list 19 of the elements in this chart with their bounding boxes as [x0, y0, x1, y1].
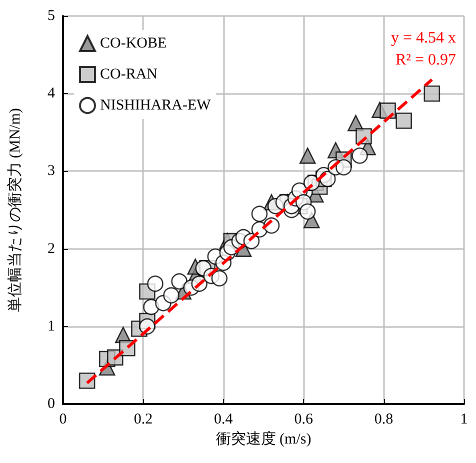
x-axis-title: 衝突速度 (m/s)	[216, 430, 312, 448]
y-tick-label: 3	[48, 163, 55, 180]
legend-label: CO-RAN	[100, 66, 158, 82]
annotation: R² = 0.97	[396, 52, 456, 68]
legend-label: NISHIHARA-EW	[100, 98, 212, 114]
x-tick-label: 0.2	[134, 412, 153, 428]
x-tick-label: 0.4	[214, 412, 234, 428]
x-tick-label: 1	[460, 412, 468, 428]
x-tick-label: 0.6	[294, 412, 314, 428]
x-tick-label: 0.8	[374, 412, 394, 428]
y-axis-title: 単位幅当たりの衝突力 (MN/m)	[6, 108, 24, 312]
y-tick-label: 1	[48, 318, 55, 334]
y-tick-label: 4	[48, 86, 56, 102]
y-tick-label: 5	[48, 8, 55, 24]
y-tick-label: 0	[48, 396, 55, 412]
x-tick-label: 0	[59, 412, 67, 428]
y-tick-label: 2	[48, 240, 55, 257]
annotation: y = 4.54 x	[390, 30, 456, 46]
legend-label: CO-KOBE	[100, 36, 167, 52]
